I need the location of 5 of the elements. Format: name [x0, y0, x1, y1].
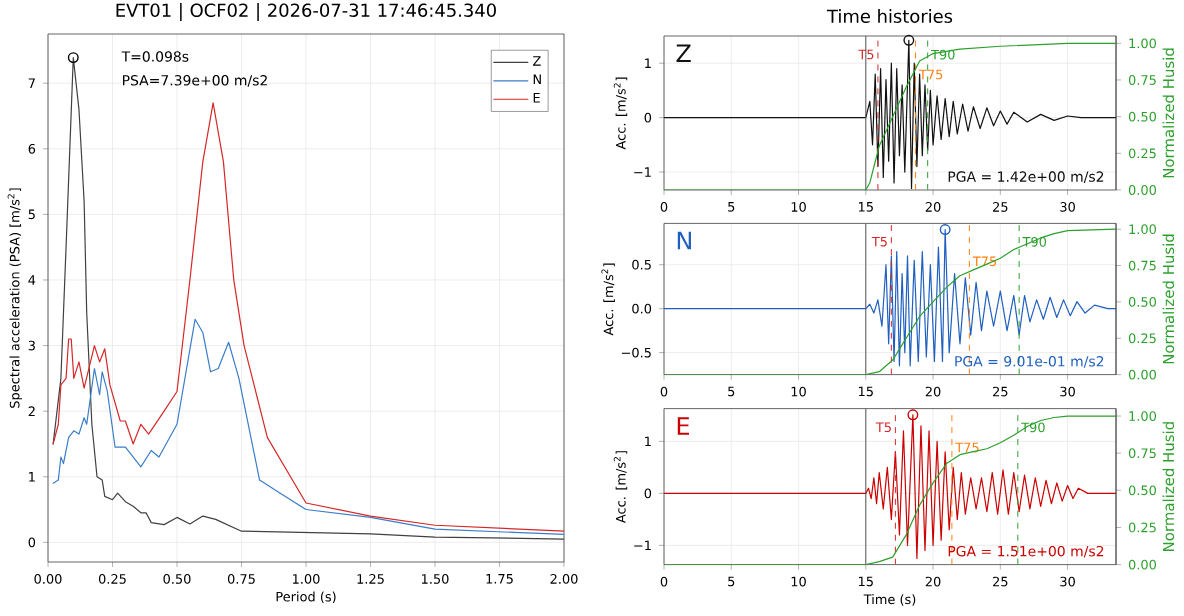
annotation: Z	[676, 44, 691, 62]
annotation: N	[677, 231, 691, 250]
chart-title: Time histories	[826, 9, 953, 23]
annotation: E	[677, 417, 690, 435]
chart-title: EVT01 | OCF02 | 2026-07-31 17:46:45.340	[116, 3, 496, 21]
